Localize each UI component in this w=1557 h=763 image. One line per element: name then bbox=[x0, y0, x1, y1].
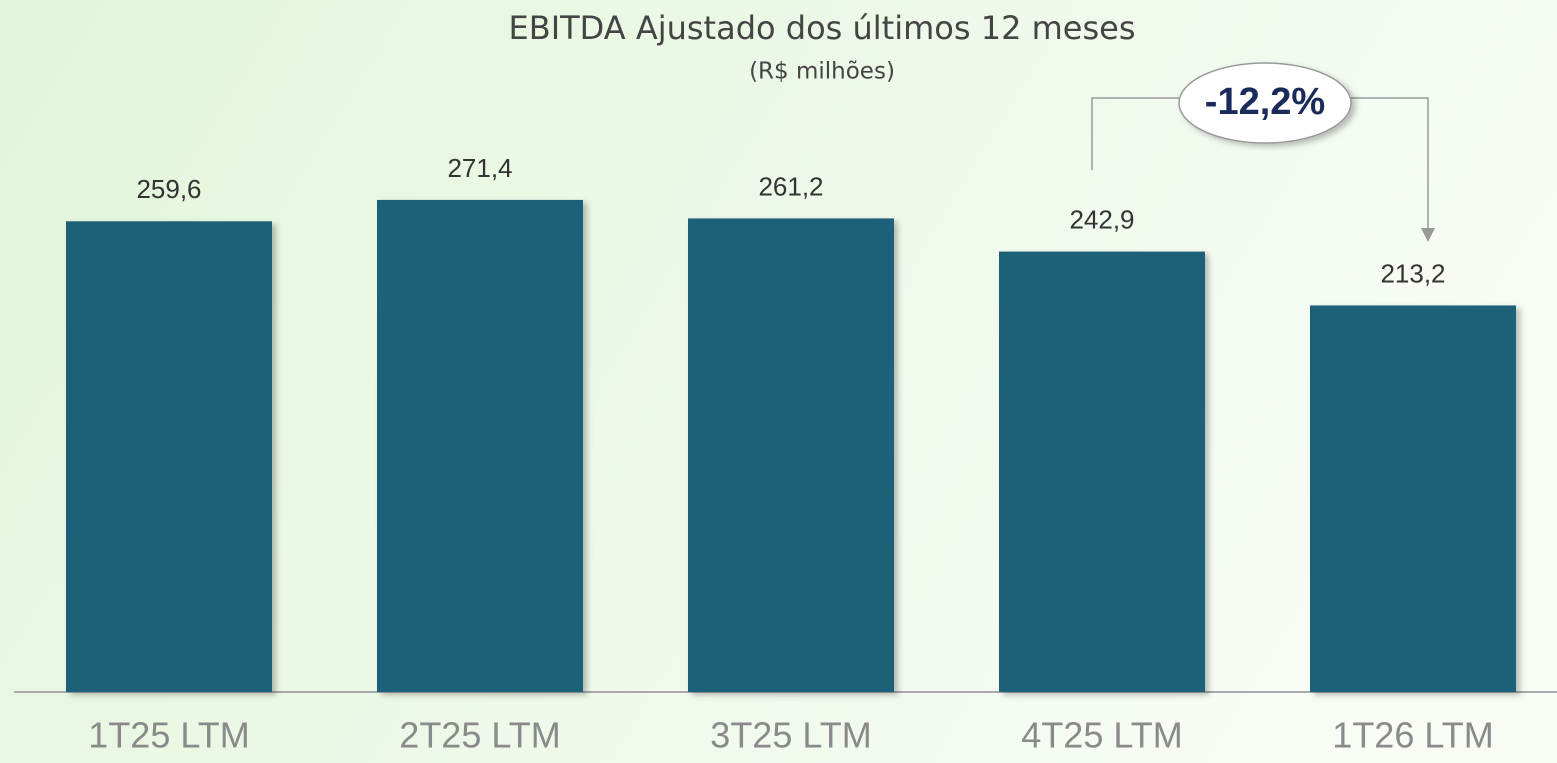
annotation: -12,2% bbox=[1205, 81, 1325, 123]
bracket-arrow bbox=[1421, 228, 1435, 242]
value-label: 213,2 bbox=[1380, 258, 1445, 288]
value-label: 261,2 bbox=[758, 171, 823, 201]
change-bracket: -12,2% bbox=[1091, 62, 1435, 242]
bar bbox=[377, 199, 583, 693]
annotation-bubble bbox=[1178, 62, 1352, 144]
chart-title: EBITDA Ajustado dos últimos 12 meses bbox=[509, 9, 1136, 47]
value-label: 242,9 bbox=[1069, 204, 1134, 234]
bar bbox=[1310, 305, 1516, 692]
x-tick-label: 4T25 LTM bbox=[1021, 715, 1182, 756]
x-tick-label: 1T25 LTM bbox=[88, 715, 249, 756]
bar bbox=[688, 218, 894, 693]
x-tick-label: 1T26 LTM bbox=[1332, 715, 1493, 756]
bar bbox=[999, 251, 1205, 692]
value-label: 271,4 bbox=[447, 153, 512, 183]
bar bbox=[66, 221, 272, 693]
value-label: 259,6 bbox=[136, 174, 201, 204]
x-tick-label: 2T25 LTM bbox=[399, 715, 560, 756]
x-tick-label: 3T25 LTM bbox=[710, 715, 871, 756]
chart-subtitle: (R$ milhões) bbox=[749, 59, 895, 85]
